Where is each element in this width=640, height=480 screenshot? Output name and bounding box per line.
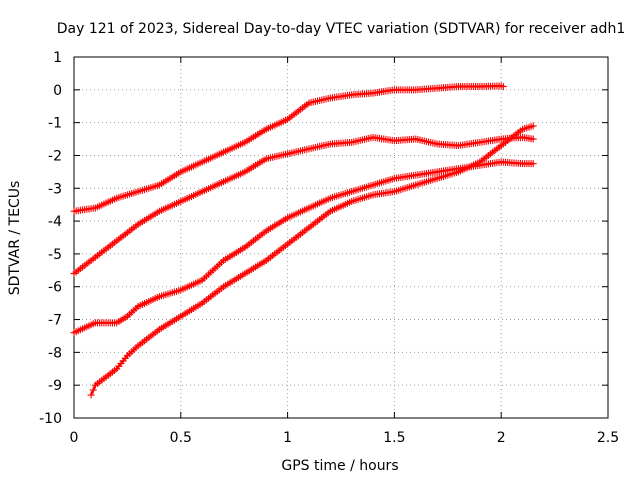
y-tick-label: -8 bbox=[48, 345, 62, 361]
x-axis-label: GPS time / hours bbox=[281, 458, 398, 474]
y-tick-label: -6 bbox=[48, 280, 62, 296]
data-point bbox=[529, 122, 537, 130]
y-tick-labels: 1 0 -1 -2 -3 -4 -5 -6 -7 -8 -9 -10 bbox=[39, 50, 62, 427]
x-tick-labels: 0 0.5 1 1.5 2 2.5 bbox=[70, 430, 620, 446]
chart-title: Day 121 of 2023, Sidereal Day-to-day VTE… bbox=[57, 21, 625, 37]
data-point bbox=[499, 83, 507, 91]
y-tick-label: -2 bbox=[48, 148, 62, 164]
x-tick-label: 2.5 bbox=[597, 430, 619, 446]
series-line bbox=[73, 136, 534, 275]
data-point bbox=[89, 386, 97, 394]
y-axis-label: SDTVAR / TECUs bbox=[7, 181, 23, 296]
x-tick-label: 0.5 bbox=[170, 430, 192, 446]
y-tick-label: -10 bbox=[39, 411, 62, 427]
y-tick-label: 0 bbox=[53, 83, 62, 99]
series-track-1 bbox=[70, 82, 507, 215]
x-tick-label: 0 bbox=[70, 430, 79, 446]
series-track-2 bbox=[70, 133, 537, 278]
x-tick-label: 1 bbox=[283, 430, 292, 446]
y-tick-label: -5 bbox=[48, 247, 62, 263]
series-track-4 bbox=[87, 122, 537, 399]
y-tick-label: -1 bbox=[48, 116, 62, 132]
data-point bbox=[87, 391, 95, 399]
y-tick-label: -4 bbox=[48, 214, 62, 230]
data-point bbox=[529, 160, 537, 168]
x-tick-label: 2 bbox=[497, 430, 506, 446]
y-tick-label: -7 bbox=[48, 313, 62, 329]
data-point bbox=[529, 135, 537, 143]
axis-ticks bbox=[73, 56, 609, 419]
series-track-3 bbox=[70, 158, 537, 337]
y-tick-label: -9 bbox=[48, 378, 62, 394]
y-tick-label: 1 bbox=[53, 50, 62, 66]
series-layer bbox=[70, 82, 537, 399]
grid-lines bbox=[74, 57, 608, 418]
y-tick-label: -3 bbox=[48, 181, 62, 197]
x-tick-label: 1.5 bbox=[383, 430, 405, 446]
plot-frame bbox=[73, 56, 609, 419]
